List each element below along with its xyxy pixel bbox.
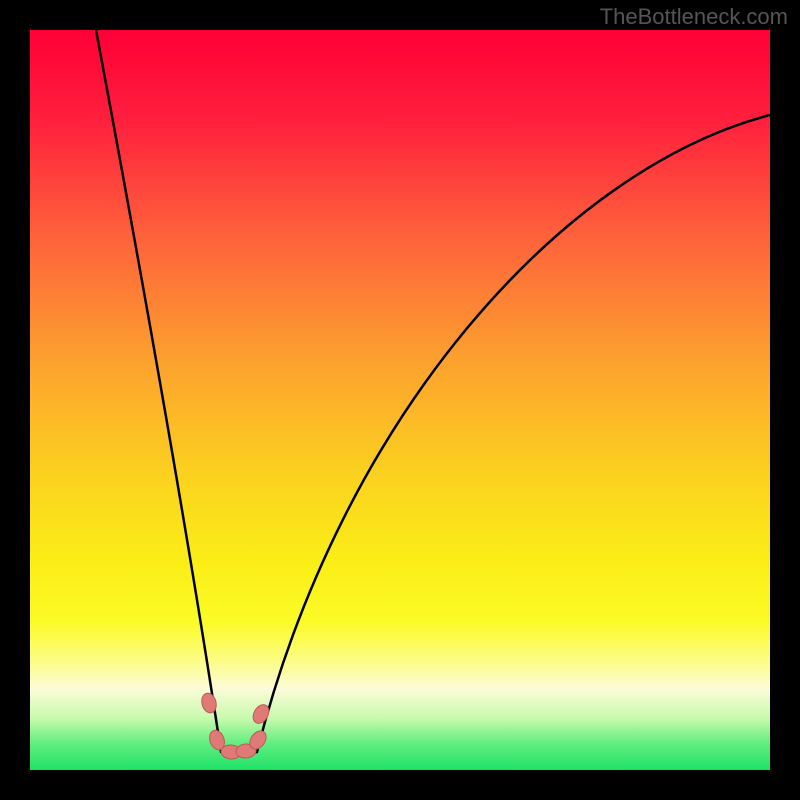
watermark-text: TheBottleneck.com bbox=[600, 4, 788, 30]
bottleneck-chart bbox=[0, 0, 800, 800]
chart-container: TheBottleneck.com bbox=[0, 0, 800, 800]
plot-background bbox=[30, 30, 770, 770]
